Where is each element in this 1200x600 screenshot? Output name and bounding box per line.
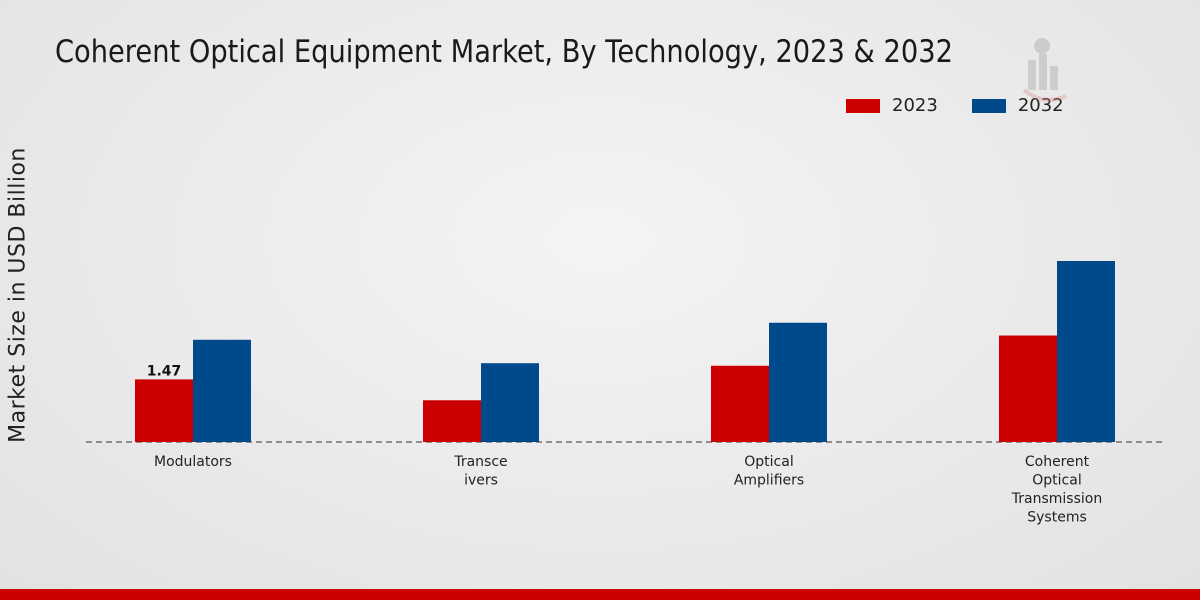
bar-2032-2: [769, 322, 827, 442]
x-tick-label: Modulators: [154, 454, 232, 470]
legend-label-2023: 2023: [892, 95, 938, 116]
footer-bar: [0, 589, 1200, 600]
legend-swatch-2032: [971, 98, 1006, 113]
legend-item-2032: 2032: [971, 95, 1064, 116]
watermark-logo-icon: [1022, 38, 1067, 102]
bar-2032-3: [1057, 261, 1115, 442]
bar-2032-0: [193, 339, 251, 442]
chart-title: Coherent Optical Equipment Market, By Te…: [55, 34, 953, 70]
bar-2023-0: [135, 379, 193, 442]
data-label: 1.47: [147, 363, 182, 379]
x-tick-label: Coherent Optical Transmission Systems: [1011, 454, 1102, 526]
bar-2023-2: [711, 365, 769, 442]
bar-2023-1: [423, 400, 481, 442]
bar-2023-3: [999, 335, 1057, 442]
legend: 2023 2032: [846, 95, 1098, 116]
x-tick-label: Optical Amplifiers: [734, 454, 804, 489]
bar-2032-1: [481, 363, 539, 442]
legend-swatch-2023: [846, 98, 880, 113]
x-tick-label: Transce ivers: [453, 454, 507, 489]
legend-item-2023: 2023: [846, 95, 938, 116]
legend-label-2032: 2032: [1017, 95, 1064, 116]
